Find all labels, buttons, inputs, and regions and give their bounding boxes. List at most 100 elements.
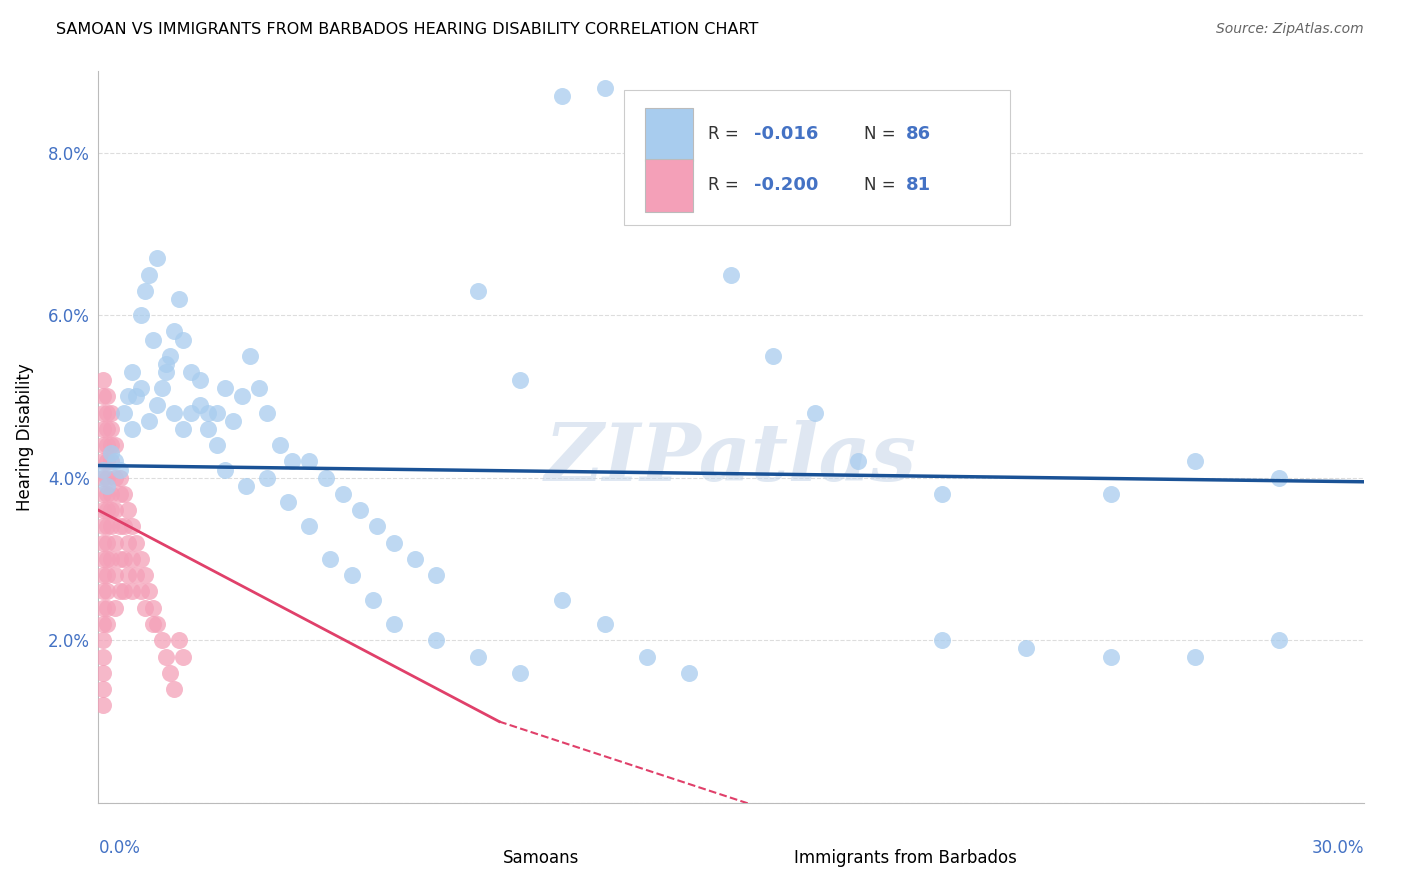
Point [150, 381, 173, 395]
Point [96, 617, 118, 632]
Point [91, 487, 114, 501]
Text: R =: R = [709, 125, 744, 144]
Point [281, 454, 304, 468]
Point [121, 584, 143, 599]
Point [108, 552, 131, 566]
Point [340, 568, 363, 582]
Point [100, 422, 122, 436]
Point [134, 568, 156, 582]
Point [96, 454, 118, 468]
Point [91, 633, 114, 648]
Point [108, 519, 131, 533]
Point [172, 333, 194, 347]
Point [104, 454, 127, 468]
Point [100, 446, 122, 460]
Point [332, 487, 354, 501]
Point [117, 535, 139, 549]
Point [180, 365, 202, 379]
Point [197, 422, 219, 436]
Point [146, 252, 169, 266]
FancyBboxPatch shape [623, 90, 1010, 225]
Point [125, 568, 148, 582]
Y-axis label: Hearing Disability: Hearing Disability [17, 363, 34, 511]
Point [138, 268, 160, 282]
Text: -0.016: -0.016 [754, 125, 818, 144]
Point [117, 503, 139, 517]
Point [720, 268, 742, 282]
Point [159, 665, 181, 680]
Point [91, 454, 114, 468]
Point [91, 568, 114, 582]
Point [138, 584, 160, 599]
Point [593, 80, 616, 95]
Point [1268, 471, 1291, 485]
Point [117, 568, 139, 582]
Point [762, 349, 785, 363]
Point [146, 398, 169, 412]
Point [636, 113, 658, 128]
Point [467, 649, 489, 664]
Point [509, 373, 531, 387]
Point [104, 535, 127, 549]
Point [108, 462, 131, 476]
Point [167, 292, 190, 306]
Point [382, 535, 405, 549]
Point [96, 519, 118, 533]
Point [100, 487, 122, 501]
Point [197, 406, 219, 420]
Point [382, 617, 405, 632]
Point [96, 600, 118, 615]
Point [134, 600, 156, 615]
Point [121, 519, 143, 533]
Point [256, 406, 278, 420]
Text: R =: R = [709, 177, 744, 194]
Point [1099, 649, 1122, 664]
Point [298, 519, 321, 533]
Point [112, 519, 135, 533]
Point [91, 503, 114, 517]
Point [146, 617, 169, 632]
Point [678, 186, 700, 201]
Point [134, 284, 156, 298]
Point [1184, 454, 1206, 468]
Point [214, 381, 236, 395]
Point [125, 389, 148, 403]
Point [96, 584, 118, 599]
Point [96, 479, 118, 493]
Point [96, 552, 118, 566]
Point [108, 471, 131, 485]
Point [155, 357, 177, 371]
Point [315, 471, 337, 485]
Point [91, 681, 114, 696]
Point [129, 584, 152, 599]
Point [100, 406, 122, 420]
Point [100, 503, 122, 517]
Point [155, 365, 177, 379]
Point [349, 503, 371, 517]
Point [1099, 487, 1122, 501]
Point [96, 487, 118, 501]
Text: -0.200: -0.200 [754, 177, 818, 194]
Point [91, 373, 114, 387]
Text: Source: ZipAtlas.com: Source: ZipAtlas.com [1216, 22, 1364, 37]
Point [104, 471, 127, 485]
Point [121, 365, 143, 379]
Point [509, 665, 531, 680]
Point [269, 438, 291, 452]
Point [231, 389, 253, 403]
Text: 30.0%: 30.0% [1312, 839, 1364, 857]
Point [142, 333, 165, 347]
Point [188, 398, 211, 412]
Point [129, 308, 152, 322]
Point [678, 665, 700, 680]
Point [172, 422, 194, 436]
Point [96, 471, 118, 485]
Point [1184, 649, 1206, 664]
Point [96, 503, 118, 517]
Text: SAMOAN VS IMMIGRANTS FROM BARBADOS HEARING DISABILITY CORRELATION CHART: SAMOAN VS IMMIGRANTS FROM BARBADOS HEARI… [56, 22, 759, 37]
Text: N =: N = [863, 125, 901, 144]
Point [104, 600, 127, 615]
Point [91, 535, 114, 549]
Point [205, 438, 228, 452]
Point [129, 552, 152, 566]
